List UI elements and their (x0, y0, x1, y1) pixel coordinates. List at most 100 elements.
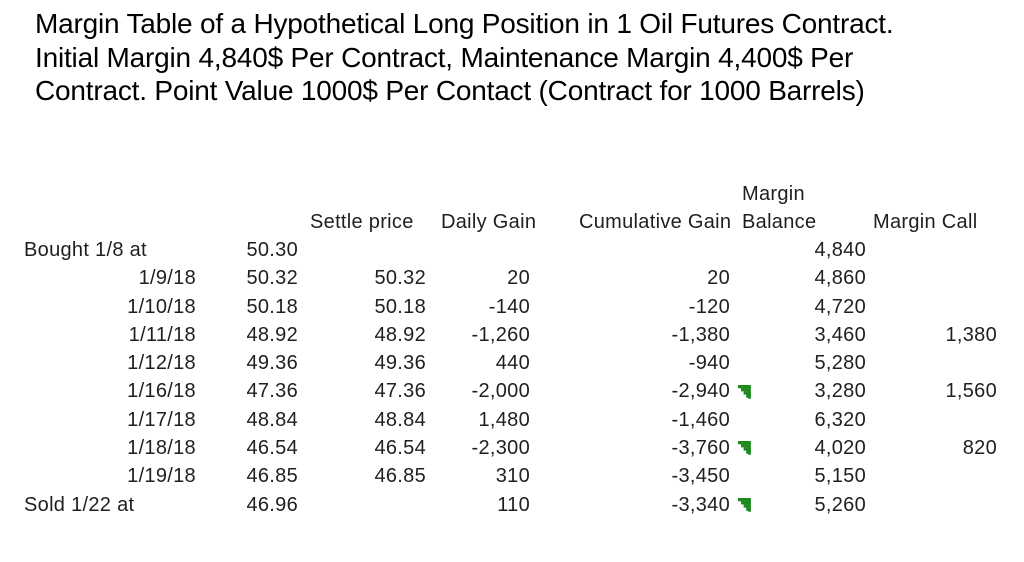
table-row: 1/12/18 49.36 49.36 440 -940 5,280 (24, 349, 1001, 377)
cell-daily-gain: -1,260 (471, 323, 530, 346)
cell-margin-balance: 5,280 (734, 349, 870, 377)
cell-cumulative-gain: -940 (688, 352, 730, 375)
margin-balance-value: 3,280 (814, 380, 866, 403)
margin-balance-value: 5,260 (814, 493, 866, 516)
header-margin-balance-line1: Margin (742, 183, 805, 205)
cell-daily-gain: -2,000 (471, 380, 530, 403)
cell-cumulative-gain (534, 236, 734, 264)
cell-label: 1/16/18 (127, 380, 196, 403)
table-row: 1/16/18 47.36 47.36 -2,000 -2,940 3,280 … (24, 377, 1001, 405)
cell-margin-balance: 5,150 (734, 462, 870, 490)
cell-label: 1/10/18 (127, 295, 196, 318)
cell-label: 1/11/18 (128, 323, 196, 346)
cell-daily-gain: 20 (507, 267, 530, 290)
table-row: 1/11/18 48.92 48.92 -1,260 -1,380 3,460 … (24, 321, 1001, 349)
cell-price: 49.36 (246, 352, 298, 375)
cell-settle-price: 47.36 (374, 380, 426, 403)
cell-settle-price (302, 236, 430, 264)
cell-margin-call (870, 349, 1001, 377)
cell-daily-gain (430, 236, 534, 264)
margin-balance-value: 4,860 (814, 267, 866, 290)
cell-cumulative-gain: -3,340 (671, 493, 730, 516)
title-line-1: Margin Table of a Hypothetical Long Posi… (35, 8, 894, 39)
cell-cumulative-gain: -2,940 (671, 380, 730, 403)
cell-daily-gain: 440 (495, 352, 530, 375)
cell-daily-gain: 1,480 (478, 408, 530, 431)
cell-margin-balance: 6,320 (734, 406, 870, 434)
cell-settle-price: 46.54 (374, 437, 426, 460)
header-settle-price: Settle price (310, 211, 414, 233)
header-cumulative-gain: Cumulative Gain (579, 211, 732, 233)
table-row: 1/10/18 50.18 50.18 -140 -120 4,720 (24, 293, 1001, 321)
table-row: Bought 1/8 at 50.30 4,840 (24, 236, 1001, 264)
table-row: 1/18/18 46.54 46.54 -2,300 -3,760 4,020 … (24, 434, 1001, 462)
margin-balance-value: 3,460 (814, 323, 866, 346)
cell-margin-call (870, 462, 1001, 490)
cell-label: Bought 1/8 at (24, 239, 147, 261)
cell-margin-balance: 3,280 (734, 377, 870, 405)
cell-margin-call (870, 406, 1001, 434)
cell-cumulative-gain: 20 (707, 267, 730, 290)
cell-price: 48.92 (246, 323, 298, 346)
margin-balance-value: 4,020 (814, 437, 866, 460)
header-margin-balance-line2: Balance (742, 211, 817, 233)
cell-label: 1/18/18 (127, 437, 196, 460)
cell-price: 46.96 (246, 493, 298, 516)
cell-cumulative-gain: -1,380 (671, 323, 730, 346)
cell-settle-price: 50.18 (374, 295, 426, 318)
cell-price: 46.85 (246, 465, 298, 488)
table-row: 1/9/18 50.32 50.32 20 20 4,860 (24, 264, 1001, 292)
cell-margin-balance: 4,840 (734, 236, 870, 264)
table-row: 1/17/18 48.84 48.84 1,480 -1,460 6,320 (24, 406, 1001, 434)
cell-margin-balance: 4,860 (734, 264, 870, 292)
margin-balance-value: 4,720 (814, 295, 866, 318)
margin-table: Margin Settle price Daily Gain Cumulativ… (24, 180, 1001, 519)
cell-settle-price: 48.84 (374, 408, 426, 431)
cell-price: 47.36 (246, 380, 298, 403)
title-line-2: Initial Margin 4,840$ Per Contract, Main… (35, 41, 854, 73)
cell-settle-price: 48.92 (374, 323, 426, 346)
title-line-3: Contract. Point Value 1000$ Per Contact … (35, 75, 865, 106)
cell-daily-gain: -2,300 (471, 437, 530, 460)
cell-margin-call (870, 293, 1001, 321)
cell-settle-price: 46.85 (374, 465, 426, 488)
cell-margin-call: 1,560 (945, 380, 997, 403)
header-row-1: Margin (24, 180, 1001, 208)
slide-title: Margin Table of a Hypothetical Long Posi… (35, 7, 894, 108)
cell-margin-call (870, 236, 1001, 264)
cell-price: 46.54 (246, 437, 298, 460)
cell-margin-balance: 3,460 (734, 321, 870, 349)
cell-daily-gain: 110 (497, 493, 530, 516)
cell-label: 1/17/18 (127, 408, 196, 431)
green-flag-icon (737, 441, 752, 456)
margin-balance-value: 5,280 (814, 352, 866, 375)
table-row: 1/19/18 46.85 46.85 310 -3,450 5,150 (24, 462, 1001, 490)
cell-label: Sold 1/22 at (24, 493, 135, 516)
cell-cumulative-gain: -3,760 (671, 437, 730, 460)
cell-margin-call: 820 (962, 437, 997, 460)
cell-cumulative-gain: -120 (688, 295, 730, 318)
cell-label: 1/19/18 (127, 465, 196, 488)
header-margin-call: Margin Call (873, 211, 978, 233)
cell-margin-call: 1,380 (945, 323, 997, 346)
cell-margin-call (870, 491, 1001, 519)
cell-price: 50.18 (246, 295, 298, 318)
cell-label: 1/9/18 (138, 267, 196, 290)
cell-margin-balance: 4,720 (734, 293, 870, 321)
margin-balance-value: 6,320 (814, 408, 866, 431)
cell-margin-call (870, 264, 1001, 292)
cell-settle-price (302, 491, 430, 519)
cell-price: 50.32 (246, 267, 298, 290)
margin-balance-value: 5,150 (814, 465, 866, 488)
cell-settle-price: 50.32 (374, 267, 426, 290)
green-flag-icon (737, 497, 752, 512)
cell-daily-gain: -140 (488, 295, 530, 318)
cell-label: 1/12/18 (127, 352, 196, 375)
cell-margin-balance: 4,020 (734, 434, 870, 462)
cell-cumulative-gain: -1,460 (671, 408, 730, 431)
cell-settle-price: 49.36 (374, 352, 426, 375)
green-flag-icon (737, 384, 752, 399)
cell-price: 50.30 (246, 239, 298, 261)
header-daily-gain: Daily Gain (441, 211, 537, 233)
